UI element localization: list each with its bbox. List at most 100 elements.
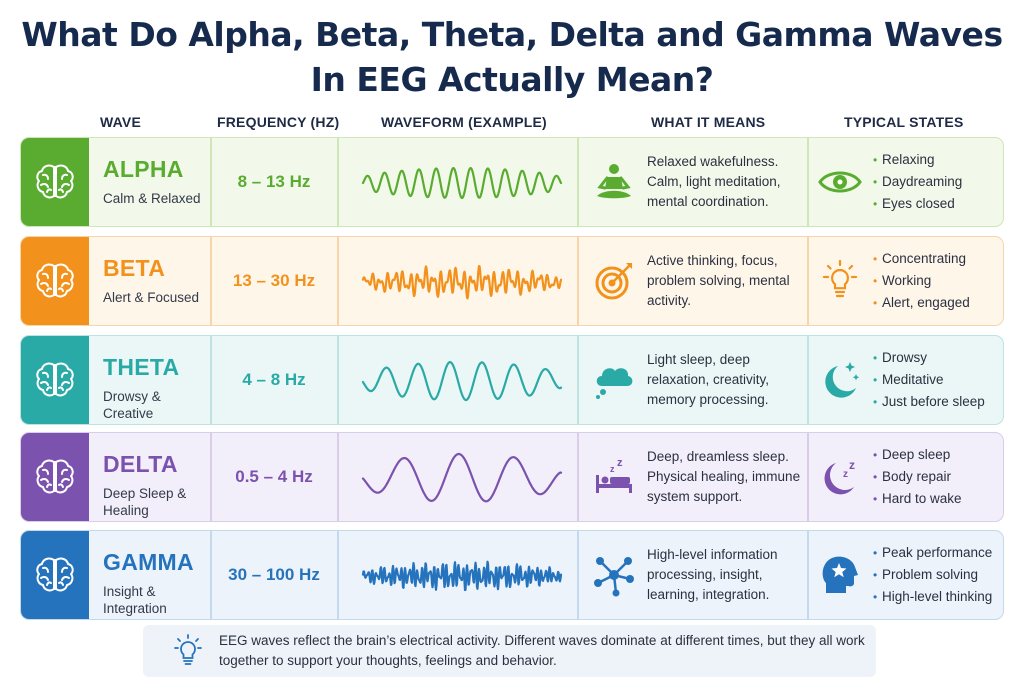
waveform-line bbox=[361, 560, 563, 592]
lightbulb-icon bbox=[174, 634, 202, 665]
brain-icon bbox=[36, 263, 74, 298]
cell-divider bbox=[577, 531, 579, 619]
meaning-icon-wrap bbox=[589, 336, 639, 424]
waveform-line bbox=[361, 361, 563, 402]
brain-icon bbox=[36, 557, 74, 592]
wave-meaning-text: Active thinking, focus, problem solving,… bbox=[647, 253, 790, 308]
typical-state: Alert, engaged bbox=[873, 292, 970, 314]
brain-icon bbox=[36, 362, 74, 397]
state-icon-wrap bbox=[817, 336, 863, 424]
title-line-1: What Do Alpha, Beta, Theta, Delta and Ga… bbox=[21, 15, 1003, 54]
wave-name: BETA bbox=[103, 255, 166, 281]
typical-state: Relaxing bbox=[873, 149, 962, 171]
state-icon-wrap bbox=[817, 237, 863, 325]
typical-state: Body repair bbox=[873, 466, 962, 488]
cell-divider bbox=[210, 531, 212, 619]
typical-states-list: Deep sleepBody repairHard to wake bbox=[873, 433, 962, 521]
column-headers: WAVE FREQUENCY (HZ) WAVEFORM (EXAMPLE) W… bbox=[0, 114, 1024, 132]
waveform-line bbox=[361, 452, 563, 503]
wave-meaning-text: Relaxed wakefulness. Calm, light meditat… bbox=[647, 154, 781, 209]
wave-meaning: Deep, dreamless sleep. Physical healing,… bbox=[647, 433, 807, 521]
cell-divider bbox=[210, 237, 212, 325]
header-meaning: WHAT IT MEANS bbox=[651, 114, 766, 130]
wave-subtitle: Alert & Focused bbox=[103, 290, 200, 305]
svg-text:z: z bbox=[610, 464, 615, 474]
cell-divider bbox=[577, 138, 579, 226]
meditation-person-icon bbox=[597, 164, 631, 199]
typical-state: Problem solving bbox=[873, 564, 992, 586]
wave-badge bbox=[21, 433, 89, 521]
wave-name: DELTA bbox=[103, 451, 178, 477]
meaning-icon-wrap bbox=[589, 138, 639, 226]
page-title: What Do Alpha, Beta, Theta, Delta and Ga… bbox=[0, 12, 1024, 102]
cell-divider bbox=[577, 237, 579, 325]
footer-text: EEG waves reflect the brain’s electrical… bbox=[219, 633, 865, 668]
waveform-graphic bbox=[361, 560, 563, 592]
wave-frequency: 0.5 – 4 Hz bbox=[235, 467, 313, 486]
wave-row-beta: BETA Alert & Focused 13 – 30 Hz Active t… bbox=[20, 236, 1004, 326]
wave-meaning-text: High-level information processing, insig… bbox=[647, 547, 778, 602]
wave-meaning: High-level information processing, insig… bbox=[647, 531, 807, 619]
wave-meaning-text: Light sleep, deep relaxation, creativity… bbox=[647, 352, 770, 407]
meaning-icon-wrap bbox=[589, 531, 639, 619]
typical-state: Deep sleep bbox=[873, 444, 962, 466]
cell-divider bbox=[210, 138, 212, 226]
svg-text:z: z bbox=[617, 457, 623, 469]
waveform-graphic bbox=[361, 452, 563, 503]
moon-zz-icon: z z bbox=[824, 458, 855, 495]
waveform-graphic bbox=[361, 265, 563, 300]
wave-frequency: 30 – 100 Hz bbox=[228, 565, 320, 584]
typical-state: Drowsy bbox=[873, 347, 985, 369]
wave-name: THETA bbox=[103, 354, 180, 380]
wave-row-gamma: GAMMA Insight & Integration 30 – 100 Hz … bbox=[20, 530, 1004, 620]
typical-state: High-level thinking bbox=[873, 586, 992, 608]
eye-icon bbox=[818, 171, 862, 193]
cell-divider bbox=[807, 336, 809, 424]
typical-state: Eyes closed bbox=[873, 193, 962, 215]
wave-meaning: Relaxed wakefulness. Calm, light meditat… bbox=[647, 138, 807, 226]
state-icon-wrap bbox=[817, 531, 863, 619]
lightbulb-icon bbox=[822, 259, 858, 298]
typical-state: Concentrating bbox=[873, 248, 970, 270]
waveform-graphic bbox=[361, 167, 563, 200]
title-line-2: In EEG Actually Mean? bbox=[310, 60, 714, 99]
wave-row-theta: THETA Drowsy & Creative 4 – 8 Hz Light s… bbox=[20, 335, 1004, 425]
typical-state: Daydreaming bbox=[873, 171, 962, 193]
cell-divider bbox=[210, 433, 212, 521]
cell-divider bbox=[337, 336, 339, 424]
wave-subtitle: Deep Sleep & Healing bbox=[103, 486, 187, 518]
typical-states-list: ConcentratingWorkingAlert, engaged bbox=[873, 237, 970, 325]
header-states: TYPICAL STATES bbox=[844, 114, 964, 130]
bed-sleep-icon: z z bbox=[596, 457, 632, 493]
wave-meaning: Light sleep, deep relaxation, creativity… bbox=[647, 336, 807, 424]
wave-badge bbox=[21, 336, 89, 424]
waveform-line bbox=[361, 265, 563, 300]
header-frequency: FREQUENCY (HZ) bbox=[217, 114, 340, 130]
wave-name: ALPHA bbox=[103, 156, 184, 182]
svg-text:z: z bbox=[843, 469, 848, 480]
wave-meaning-text: Deep, dreamless sleep. Physical healing,… bbox=[647, 449, 801, 504]
wave-subtitle: Calm & Relaxed bbox=[103, 191, 201, 206]
meaning-icon-wrap bbox=[589, 237, 639, 325]
cell-divider bbox=[577, 433, 579, 521]
wave-row-alpha: ALPHA Calm & Relaxed 8 – 13 Hz Relaxed w… bbox=[20, 137, 1004, 227]
wave-frequency: 8 – 13 Hz bbox=[237, 172, 311, 191]
cell-divider bbox=[337, 531, 339, 619]
footer-note: EEG waves reflect the brain’s electrical… bbox=[143, 625, 876, 677]
typical-state: Hard to wake bbox=[873, 488, 962, 510]
typical-states-list: DrowsyMeditativeJust before sleep bbox=[873, 336, 985, 424]
target-icon bbox=[595, 263, 632, 300]
cell-divider bbox=[807, 433, 809, 521]
header-waveform: WAVEFORM (EXAMPLE) bbox=[381, 114, 547, 130]
head-star-icon bbox=[822, 556, 858, 593]
cell-divider bbox=[337, 237, 339, 325]
brain-icon bbox=[36, 164, 74, 199]
cell-divider bbox=[807, 138, 809, 226]
waveform-graphic bbox=[361, 361, 563, 402]
wave-row-delta: DELTA Deep Sleep & Healing 0.5 – 4 Hz z … bbox=[20, 432, 1004, 522]
wave-badge bbox=[21, 237, 89, 325]
waveform-line bbox=[361, 167, 563, 200]
header-wave: WAVE bbox=[100, 114, 141, 130]
thought-cloud-icon bbox=[596, 368, 633, 399]
typical-state: Peak performance bbox=[873, 542, 992, 564]
